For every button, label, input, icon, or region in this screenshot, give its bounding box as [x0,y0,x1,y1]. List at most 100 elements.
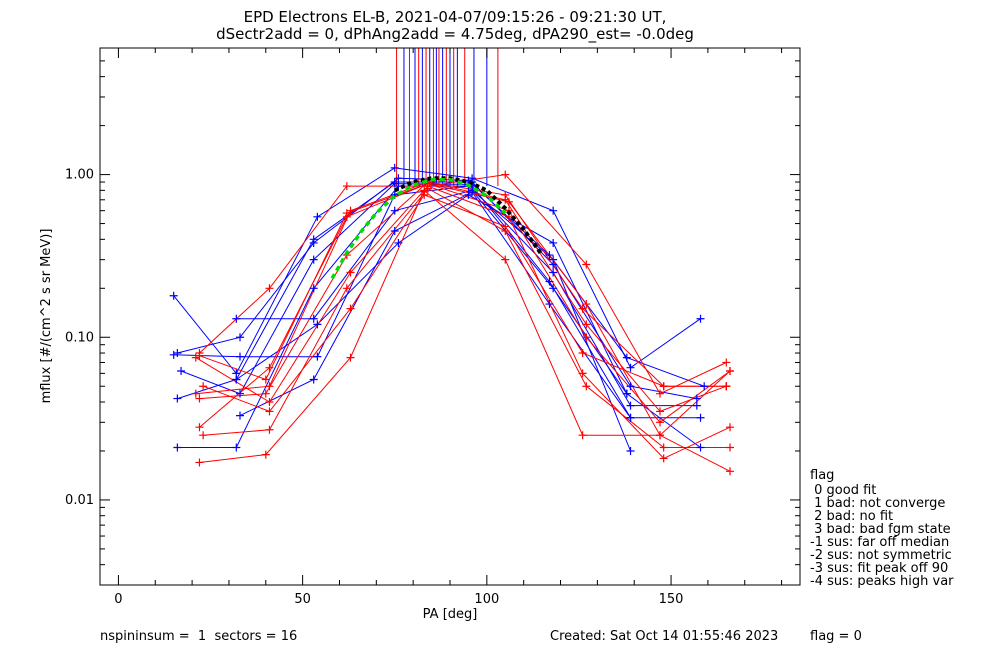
blue-data-point [313,320,322,329]
blue-data-point [232,375,241,384]
legend-item: 0 good fit [810,483,876,498]
blue-data-point [313,212,322,221]
red-data-point [199,382,208,391]
blue-data-point [173,443,182,452]
red-data-point [195,394,204,403]
blue-data-point [464,190,473,199]
blue-data-point [309,235,318,244]
blue-data-point [309,314,318,323]
x-axis-label: PA [deg] [423,607,478,622]
red-data-point [656,407,664,416]
blue-data-point [394,174,403,183]
blue-data-point [549,255,558,264]
blue-data-point [696,314,705,323]
blue-data-point [236,352,244,361]
red-series-line [199,181,727,412]
red-data-point [659,443,668,452]
red-data-point [656,418,664,427]
blue-data-point [236,333,244,342]
blue-data-point [549,238,558,247]
title-line-1: EPD Electrons EL-B, 2021-04-07/09:15:26 … [244,8,667,26]
blue-data-point [626,401,635,410]
red-data-point [656,389,664,398]
red-data-point [501,195,510,204]
blue-data-point [549,268,558,277]
blue-data-point [696,413,705,422]
red-data-point [501,222,510,231]
red-data-point [659,382,668,391]
red-data-point [342,182,351,191]
red-series-line [199,183,731,436]
blue-data-point [696,443,705,452]
plot-area [173,48,731,472]
blue-data-point [232,443,241,452]
x-tick-label: 150 [659,592,684,607]
red-data-point [199,431,208,440]
red-series-line [203,187,730,448]
fit-curve-green [330,177,507,280]
red-data-point [346,268,355,277]
red-data-point [726,467,734,476]
red-data-point [578,304,587,313]
blue-data-point [309,375,318,384]
x-tick-label: 100 [474,592,499,607]
red-data-point [501,255,510,264]
blue-data-point [626,363,635,372]
red-data-point [346,304,355,313]
legend-item: 1 bad: not converge [810,496,945,511]
blue-data-point [622,389,631,398]
blue-data-point [700,382,709,391]
blue-series-line [236,194,628,394]
blue-data-point [549,206,558,215]
blue-series-line [173,185,701,448]
blue-data-point [236,411,244,420]
blue-data-point [309,255,318,264]
red-data-point [582,320,591,329]
x-tick-label: 0 [114,592,122,607]
blue-data-point [390,227,399,236]
fit-curve-black [393,176,544,257]
red-data-point [722,358,731,367]
red-series-line [195,185,731,460]
red-data-point [191,353,200,362]
red-data-point [265,407,274,416]
blue-data-point [313,352,322,361]
red-data-point [582,333,591,342]
y-axis-label: mflux [#/(cm^2 s sr MeV)] [39,229,54,404]
blue-series-line [173,167,701,375]
red-data-point [504,197,513,206]
red-data-point [195,423,204,432]
blue-data-point [545,251,554,260]
red-data-point [656,431,664,440]
blue-data-point [622,353,631,362]
data-marks [169,163,734,476]
red-data-point [195,351,204,360]
y-tick-label: 0.01 [65,493,94,508]
blue-series-line [177,177,705,387]
red-data-point [578,431,587,440]
footer: nspininsum = 1 sectors = 16 Created: Sat… [100,629,862,644]
x-tick-label: 50 [294,592,311,607]
legend-item: 3 bad: bad fgm state [810,522,951,537]
red-data-point [578,349,587,358]
blue-series-line [177,181,697,400]
blue-data-point [309,284,318,293]
blue-data-point [173,394,182,403]
red-data-point [420,190,429,199]
red-data-point [261,450,270,459]
blue-data-point [394,238,403,247]
blue-data-point [692,401,701,410]
blue-series-line [236,189,631,452]
red-data-point [265,382,274,391]
red-data-point [726,443,734,452]
red-data-point [726,423,734,432]
blue-data-point [390,206,399,215]
blue-data-point [549,284,558,293]
blue-data-point [236,389,244,398]
blue-data-point [390,163,399,172]
red-data-point [265,425,274,434]
red-data-point [726,367,734,376]
red-data-point [261,375,270,384]
legend-item: -1 sus: far off median [810,535,949,550]
red-data-point [261,389,270,398]
